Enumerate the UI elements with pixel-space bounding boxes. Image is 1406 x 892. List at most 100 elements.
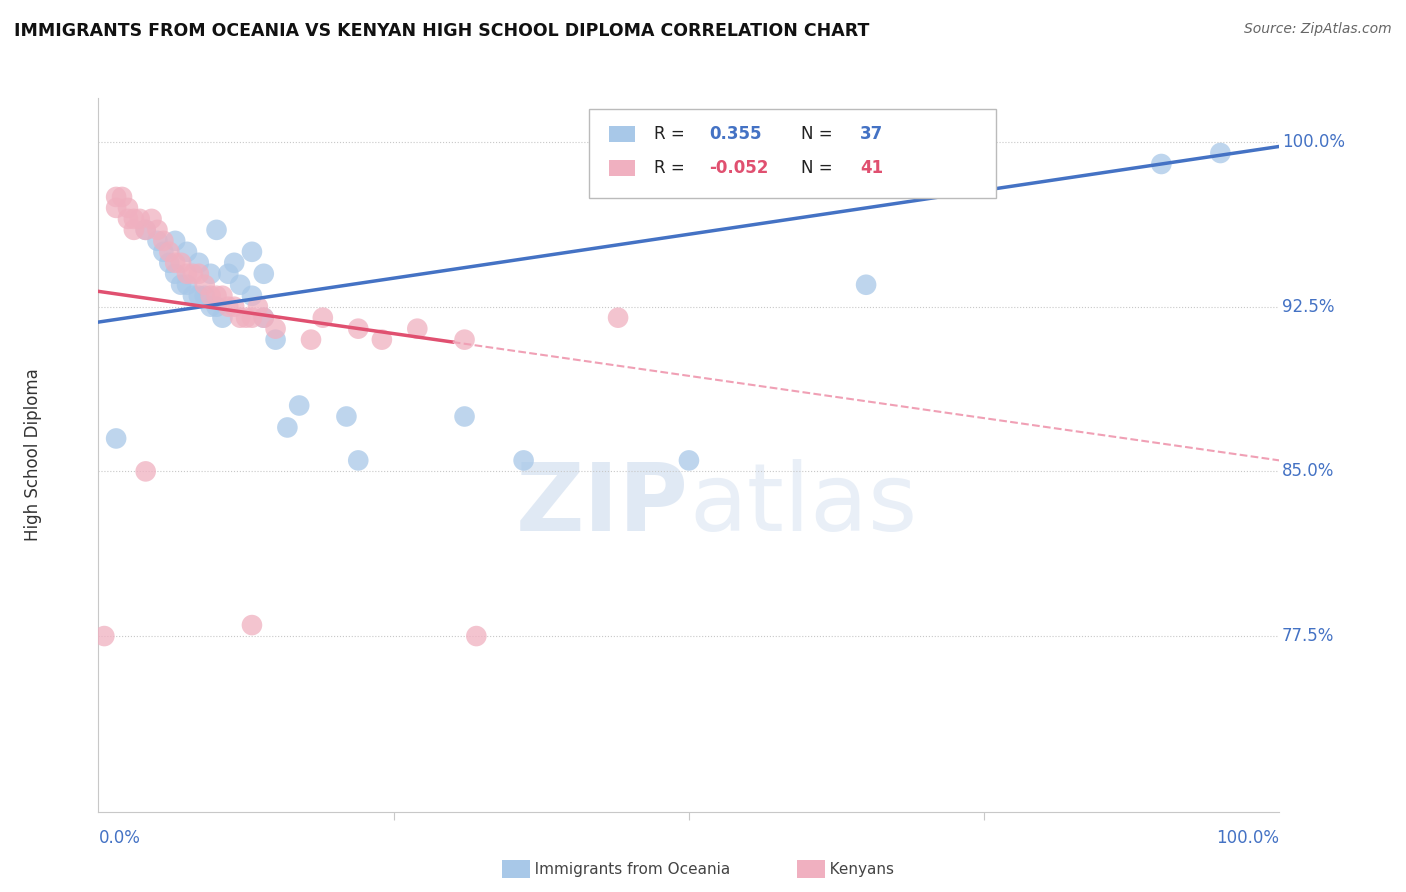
Point: [165, 267, 187, 281]
Point: [347, 321, 370, 335]
Point: [152, 244, 174, 259]
Text: IMMIGRANTS FROM OCEANIA VS KENYAN HIGH SCHOOL DIPLOMA CORRELATION CHART: IMMIGRANTS FROM OCEANIA VS KENYAN HIGH S…: [14, 22, 869, 40]
Point: [135, 223, 157, 237]
Point: [176, 277, 198, 292]
Point: [299, 333, 322, 347]
Point: [135, 464, 157, 478]
Point: [200, 267, 222, 281]
Point: [205, 223, 228, 237]
Point: [678, 453, 700, 467]
Point: [165, 234, 187, 248]
Point: [105, 190, 128, 204]
Text: 100.0%: 100.0%: [1216, 830, 1279, 847]
Point: [157, 244, 180, 259]
Point: [176, 267, 198, 281]
Text: N =: N =: [801, 125, 838, 143]
Point: [264, 321, 287, 335]
Text: 0.0%: 0.0%: [98, 830, 141, 847]
Point: [170, 277, 193, 292]
Point: [312, 310, 335, 325]
Point: [264, 333, 287, 347]
FancyBboxPatch shape: [589, 109, 995, 198]
Point: [187, 256, 209, 270]
Text: -0.052: -0.052: [709, 159, 769, 177]
Point: [146, 234, 169, 248]
Point: [165, 256, 187, 270]
Text: 92.5%: 92.5%: [1282, 298, 1334, 316]
Point: [371, 333, 394, 347]
Point: [229, 277, 252, 292]
Point: [211, 289, 233, 303]
Point: [253, 310, 276, 325]
Point: [205, 300, 228, 314]
Point: [217, 300, 239, 314]
Point: [200, 289, 222, 303]
Point: [512, 453, 534, 467]
Point: [1209, 146, 1232, 161]
Text: 85.0%: 85.0%: [1282, 462, 1334, 481]
Point: [855, 277, 877, 292]
Point: [335, 409, 357, 424]
Point: [465, 629, 488, 643]
Point: [181, 267, 204, 281]
Point: [141, 211, 163, 226]
Point: [105, 201, 128, 215]
Point: [194, 277, 217, 292]
Text: 41: 41: [860, 159, 883, 177]
Point: [1150, 157, 1173, 171]
Point: [253, 267, 276, 281]
Point: [224, 256, 246, 270]
Point: [246, 300, 269, 314]
Point: [105, 432, 128, 446]
Point: [157, 256, 180, 270]
Point: [181, 289, 204, 303]
Point: [194, 289, 217, 303]
Bar: [797, 860, 825, 878]
Point: [187, 289, 209, 303]
Point: [117, 211, 139, 226]
Point: [453, 333, 475, 347]
Point: [288, 399, 311, 413]
Point: [170, 256, 193, 270]
Point: [111, 190, 134, 204]
Point: [176, 244, 198, 259]
Bar: [502, 860, 530, 878]
Point: [607, 310, 630, 325]
Point: [217, 267, 239, 281]
Text: R =: R =: [654, 159, 689, 177]
Text: Kenyans: Kenyans: [815, 863, 894, 877]
Point: [240, 289, 263, 303]
Text: R =: R =: [654, 125, 689, 143]
Point: [122, 211, 145, 226]
Text: ZIP: ZIP: [516, 458, 689, 551]
Point: [152, 234, 174, 248]
Point: [146, 223, 169, 237]
Point: [240, 310, 263, 325]
Text: Source: ZipAtlas.com: Source: ZipAtlas.com: [1244, 22, 1392, 37]
Point: [276, 420, 298, 434]
Point: [347, 453, 370, 467]
Point: [200, 300, 222, 314]
Point: [229, 310, 252, 325]
Point: [406, 321, 429, 335]
FancyBboxPatch shape: [609, 126, 634, 142]
Point: [240, 244, 263, 259]
Point: [128, 211, 150, 226]
Point: [122, 223, 145, 237]
Text: N =: N =: [801, 159, 838, 177]
Point: [117, 201, 139, 215]
FancyBboxPatch shape: [609, 161, 634, 176]
Point: [187, 267, 209, 281]
Point: [205, 289, 228, 303]
Text: Immigrants from Oceania: Immigrants from Oceania: [520, 863, 731, 877]
Point: [211, 310, 233, 325]
Text: 100.0%: 100.0%: [1282, 133, 1344, 151]
Point: [253, 310, 276, 325]
Point: [224, 300, 246, 314]
Text: atlas: atlas: [689, 458, 917, 551]
Point: [240, 618, 263, 632]
Point: [93, 629, 115, 643]
Point: [453, 409, 475, 424]
Point: [235, 310, 257, 325]
Text: High School Diploma: High School Diploma: [24, 368, 42, 541]
